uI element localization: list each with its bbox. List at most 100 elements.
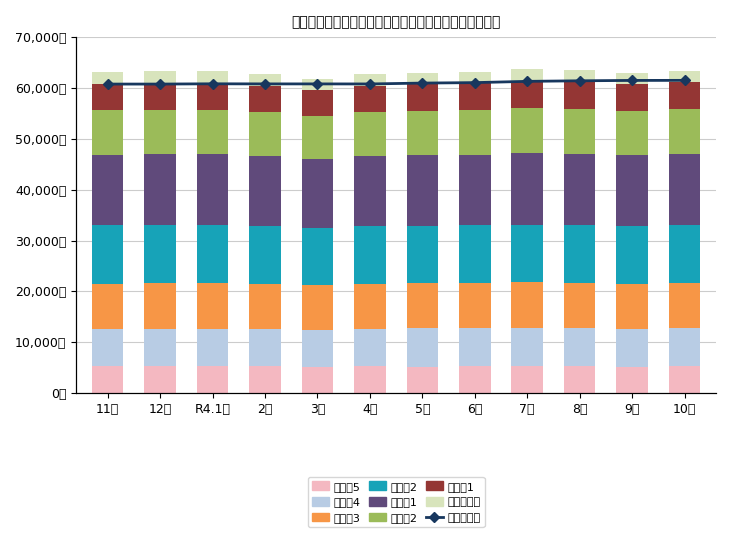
Bar [249,227,281,284]
Bar [459,155,491,225]
Bar [92,366,124,393]
Bar [512,153,543,225]
Title: 総認定者数と要介護・要支援別サービス受給者数の推移: 総認定者数と要介護・要支援別サービス受給者数の推移 [292,15,501,29]
Bar [616,226,648,283]
Bar [564,81,595,109]
Bar [459,225,491,283]
Bar [302,90,333,116]
Bar [302,285,333,330]
Bar [92,84,124,110]
Bar [512,108,543,153]
Bar [459,72,491,84]
Bar [512,81,543,108]
Bar [459,84,491,110]
Bar [406,84,438,111]
Bar [302,367,333,393]
Bar [145,366,176,393]
Bar [616,84,648,111]
Bar [145,83,176,110]
Bar [145,283,176,329]
Bar [512,328,543,366]
Bar [197,225,228,283]
総認定者数 [470,79,479,86]
総認定者数 [103,81,112,87]
Bar [197,110,228,155]
Bar [145,154,176,225]
Bar [249,366,281,393]
Bar [564,283,595,328]
Bar [302,159,333,228]
Bar [564,153,595,225]
Bar [145,71,176,83]
Bar [616,111,648,155]
Bar [197,329,228,366]
Bar [197,72,228,83]
Bar [406,111,438,155]
Bar [669,82,700,109]
Bar [564,366,595,393]
Bar [512,225,543,282]
Bar [459,328,491,366]
Bar [302,228,333,285]
Bar [564,109,595,153]
Bar [92,110,124,155]
総認定者数 [208,80,217,87]
総認定者数 [366,81,374,87]
Bar [302,79,333,90]
Bar [512,282,543,328]
Bar [406,225,438,283]
Bar [302,116,333,159]
Bar [354,226,386,284]
総認定者数 [261,81,270,87]
Bar [669,328,700,366]
Bar [354,284,386,329]
Bar [249,156,281,227]
Bar [459,283,491,328]
Bar [406,283,438,328]
Bar [354,366,386,393]
Bar [354,156,386,226]
Bar [616,283,648,329]
Bar [459,366,491,393]
Bar [249,112,281,156]
Bar [249,86,281,112]
Bar [564,328,595,366]
Bar [564,225,595,283]
Bar [354,329,386,366]
Bar [249,284,281,329]
Bar [145,329,176,366]
Bar [616,73,648,84]
Bar [354,86,386,112]
総認定者数 [418,80,427,86]
Bar [302,330,333,367]
Bar [669,225,700,283]
Bar [145,225,176,283]
Bar [406,155,438,225]
Bar [249,329,281,366]
Bar [564,70,595,81]
総認定者数 [523,78,531,85]
Bar [459,110,491,155]
Bar [92,72,124,84]
Bar [354,74,386,86]
総認定者数 [575,78,584,84]
Bar [197,283,228,329]
Bar [406,73,438,84]
Bar [145,110,176,154]
Bar [669,71,700,82]
Bar [512,366,543,393]
Bar [669,283,700,328]
Bar [92,329,124,366]
Bar [406,366,438,393]
総認定者数 [628,77,637,84]
Bar [197,155,228,225]
Line: 総認定者数: 総認定者数 [105,77,688,87]
Bar [669,366,700,393]
Bar [669,109,700,154]
Bar [512,69,543,81]
Legend: 要介護5, 要介護4, 要介護3, 要介護2, 要介護1, 要支援2, 要支援1, 事業対象者, 総認定者数: 要介護5, 要介護4, 要介護3, 要介護2, 要介護1, 要支援2, 要支援1… [308,477,485,527]
Bar [249,74,281,86]
総認定者数 [313,81,322,87]
Bar [669,154,700,225]
Bar [616,155,648,226]
